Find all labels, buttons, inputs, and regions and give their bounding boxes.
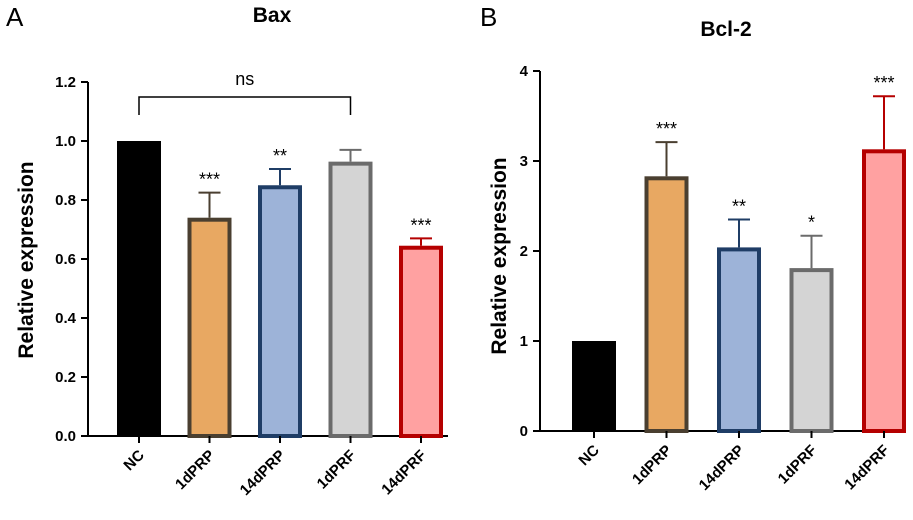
- comparison-label: ns: [235, 69, 254, 89]
- significance-label: ***: [410, 215, 431, 235]
- panel-a-y-axis-label: Relative expression: [15, 161, 38, 358]
- panel-a: A Bax Relative expression 0.00.20.40.60.…: [6, 2, 448, 499]
- y-tick-label: 0.0: [55, 428, 76, 445]
- panel-b: B Bcl-2 Relative expression 0 1 2 3 4 NC 1dPRP…: [480, 2, 906, 494]
- y-tick-label: 0: [520, 423, 528, 440]
- bar: [117, 141, 161, 436]
- y-tick-label: 0.6: [55, 251, 76, 268]
- x-tick-label: NC: [575, 442, 602, 469]
- significance-label: ***: [873, 73, 894, 93]
- y-tick-label: 1: [520, 333, 528, 350]
- bar: [399, 245, 443, 438]
- bar: [862, 149, 906, 434]
- y-tick-label: 3: [520, 153, 528, 170]
- significance-label: ***: [199, 170, 220, 190]
- x-tick-label: NC: [120, 447, 147, 474]
- y-tick-label: 1.2: [55, 74, 76, 91]
- x-tick-label: 1dPRP: [629, 442, 675, 488]
- bar: [717, 247, 761, 433]
- panel-b-plot: 0 1 2 3 4 NC 1dPRP *** 14dPRP ** 1dPRF * 14dPRF ***: [520, 63, 906, 494]
- bar: [187, 217, 232, 438]
- y-tick-label: 0.4: [55, 310, 77, 327]
- bar: [572, 341, 616, 431]
- panel-b-title: Bcl-2: [700, 18, 751, 41]
- x-tick-label: 1dPRF: [775, 442, 821, 488]
- x-tick-label: 14dPRF: [841, 442, 893, 494]
- panel-a-letter: A: [6, 2, 24, 32]
- panel-a-title: Bax: [253, 4, 292, 27]
- y-tick-label: 0.8: [55, 192, 76, 209]
- significance-label: ***: [656, 119, 677, 139]
- y-tick-label: 1.0: [55, 133, 76, 150]
- bar: [258, 185, 302, 438]
- y-tick-label: 2: [520, 243, 528, 260]
- comparison-bracket: [138, 96, 352, 115]
- significance-label: **: [732, 197, 746, 217]
- panel-a-plot: 0.0 0.2 0.4 0.6 0.8 1.0 1.2 NC 1dPRP *** 14dPRP ** 1…: [55, 69, 448, 499]
- y-tick-label: 0.2: [55, 369, 76, 386]
- panel-b-y-axis-label: Relative expression: [488, 157, 511, 354]
- x-tick-label: 14dPRP: [237, 447, 289, 499]
- bar: [789, 268, 834, 433]
- y-tick-label: 4: [520, 63, 529, 80]
- x-tick-label: 1dPRP: [172, 447, 218, 493]
- significance-label: **: [273, 146, 287, 166]
- x-tick-label: 1dPRF: [314, 447, 360, 493]
- bar: [328, 161, 373, 438]
- x-tick-label: 14dPRP: [696, 442, 748, 494]
- x-tick-label: 14dPRF: [378, 447, 430, 499]
- bar: [644, 176, 689, 433]
- panel-b-letter: B: [480, 2, 497, 32]
- significance-label: *: [808, 213, 815, 233]
